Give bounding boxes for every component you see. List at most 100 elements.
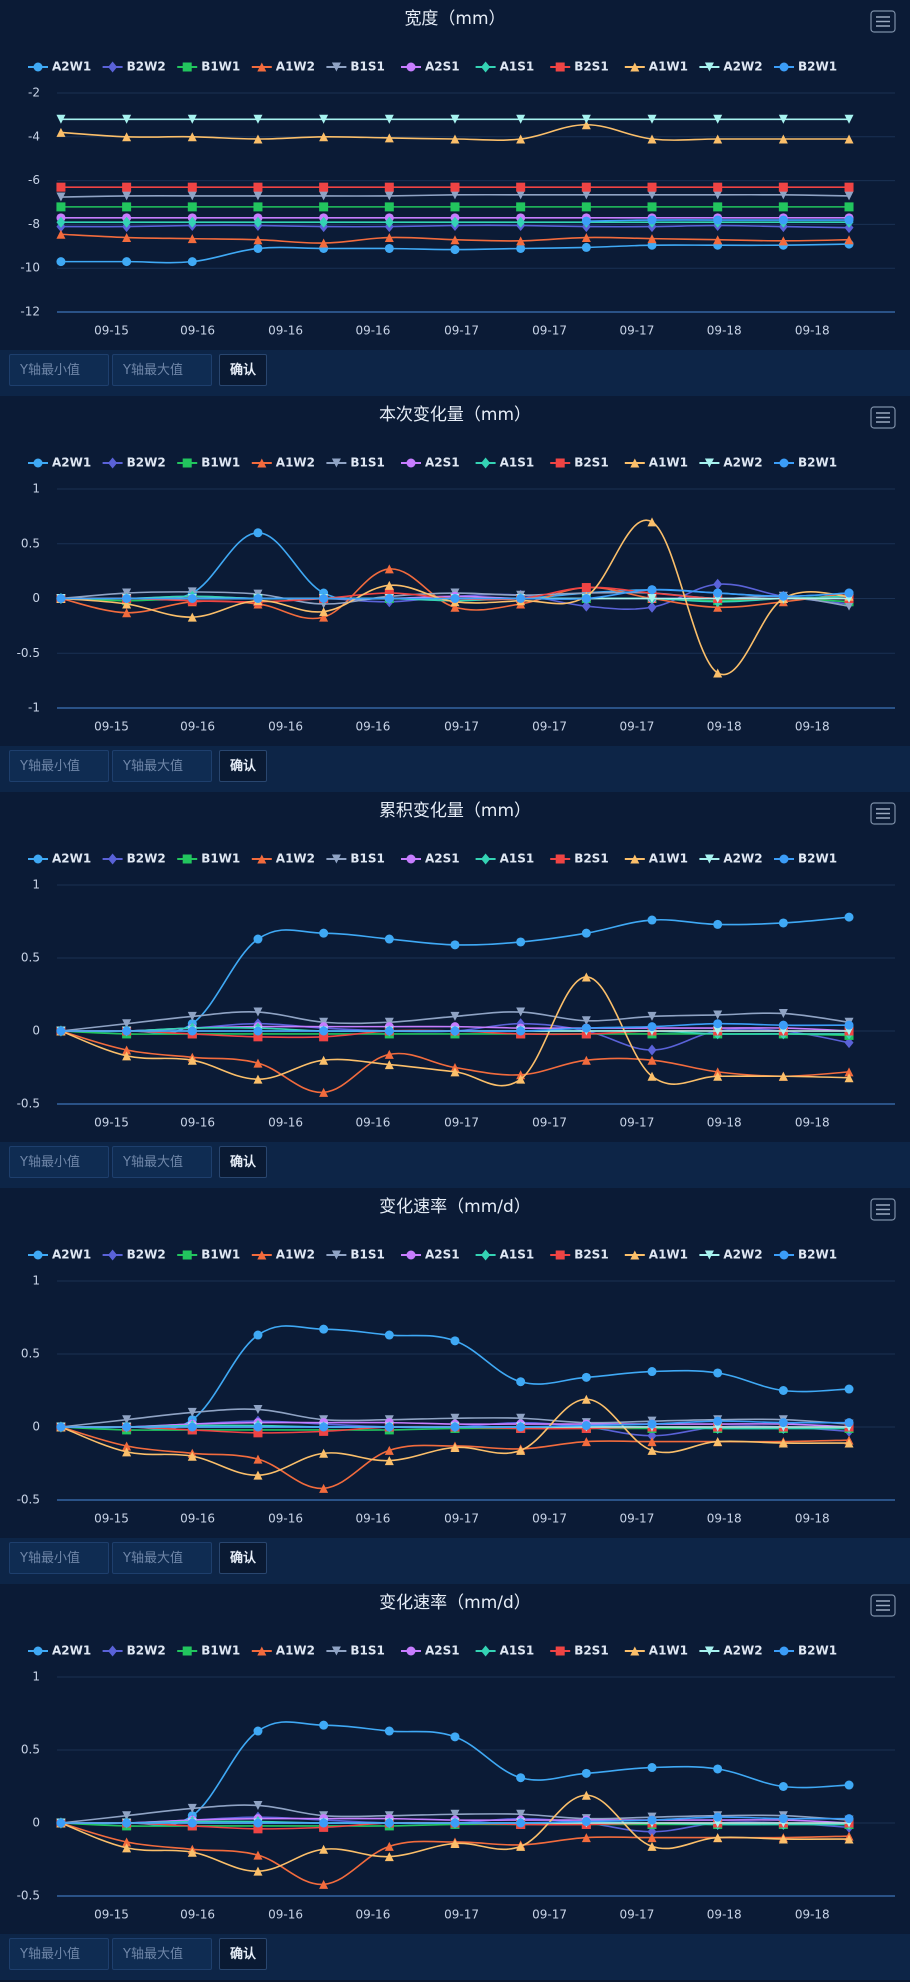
legend-item[interactable]: A2W1 (28, 852, 91, 866)
legend-item[interactable]: B1W1 (177, 1644, 240, 1658)
legend-item[interactable]: A2W2 (699, 1248, 763, 1262)
legend-item[interactable]: B1W1 (177, 852, 240, 866)
legend-item[interactable]: A1S1 (475, 456, 535, 470)
marker (778, 918, 788, 928)
legend-item[interactable]: A1W2 (251, 1248, 315, 1262)
legend-item[interactable]: B2S1 (550, 456, 609, 470)
legend-item[interactable]: B2W2 (102, 1644, 166, 1658)
x-tick-label: 09-17 (619, 324, 654, 338)
legend-item[interactable]: A2W1 (28, 456, 91, 470)
legend-item[interactable]: B2S1 (550, 1248, 609, 1262)
y-min-input[interactable]: Y轴最小值 (9, 354, 109, 386)
y-max-input[interactable]: Y轴最大值 (112, 1938, 212, 1970)
x-tick-label: 09-17 (532, 720, 567, 734)
chart: 累积变化量（mm） -0.5 0 0.5 1 09-15 09-16 09-16 09-16 09… (0, 792, 910, 1142)
legend-label: A2S1 (425, 60, 460, 74)
y-min-input[interactable]: Y轴最小值 (9, 1542, 109, 1574)
legend-item[interactable]: A1W1 (624, 1644, 688, 1658)
legend-item[interactable]: A1W2 (251, 60, 315, 74)
legend-item[interactable]: A1W1 (624, 852, 688, 866)
chart: 变化速率（mm/d） -0.5 0 0.5 1 09-15 09-16 09-16 09-16 0… (0, 1188, 910, 1538)
legend-item[interactable]: A2S1 (401, 456, 460, 470)
menu-button[interactable] (870, 10, 896, 33)
legend-item[interactable]: B1S1 (326, 1644, 385, 1658)
legend-item[interactable]: A1W1 (624, 60, 688, 74)
marker (257, 458, 267, 468)
legend-item[interactable]: B1S1 (326, 1248, 385, 1262)
legend-item[interactable]: B2S1 (550, 852, 609, 866)
confirm-button[interactable]: 确认 (219, 1938, 267, 1970)
legend-item[interactable]: B2S1 (550, 1644, 609, 1658)
legend-item[interactable]: B2S1 (550, 60, 609, 74)
legend-item[interactable]: A2W2 (699, 60, 763, 74)
legend-item[interactable]: A1S1 (475, 1644, 535, 1658)
legend-item[interactable]: A2W1 (28, 1248, 91, 1262)
legend-item[interactable]: B2W2 (102, 1248, 166, 1262)
legend-label: A1S1 (500, 1248, 535, 1262)
x-tick-label: 09-16 (355, 324, 390, 338)
confirm-button[interactable]: 确认 (219, 354, 267, 386)
legend-item[interactable]: B1W1 (177, 456, 240, 470)
legend-item[interactable]: B1W1 (177, 1248, 240, 1262)
marker (647, 1437, 657, 1447)
y-max-input[interactable]: Y轴最大值 (112, 750, 212, 782)
y-max-input[interactable]: Y轴最大值 (112, 354, 212, 386)
y-tick-label: -6 (28, 173, 40, 187)
y-min-input[interactable]: Y轴最小值 (9, 750, 109, 782)
y-min-input[interactable]: Y轴最小值 (9, 1146, 109, 1178)
legend-item[interactable]: A2W2 (699, 852, 763, 866)
confirm-button[interactable]: 确认 (219, 750, 267, 782)
legend-item[interactable]: B1S1 (326, 852, 385, 866)
legend-item[interactable]: A2W1 (28, 60, 91, 74)
marker (581, 1790, 591, 1800)
legend-item[interactable]: A1W1 (624, 1248, 688, 1262)
marker (384, 182, 394, 192)
legend-item[interactable]: A1W2 (251, 456, 315, 470)
y-min-input[interactable]: Y轴最小值 (9, 1938, 109, 1970)
marker (713, 215, 723, 225)
marker (713, 114, 723, 124)
x-tick-label: 09-16 (355, 720, 390, 734)
menu-button[interactable] (870, 406, 896, 429)
legend-item[interactable]: A2W2 (699, 456, 763, 470)
marker (713, 190, 723, 200)
legend-item[interactable]: B2W1 (774, 60, 837, 74)
legend-item[interactable]: A1S1 (475, 852, 535, 866)
legend-item[interactable]: A2S1 (401, 1248, 460, 1262)
marker (450, 602, 460, 612)
legend-label: A1W1 (649, 852, 688, 866)
x-tick-label: 09-18 (795, 1512, 830, 1526)
menu-button[interactable] (870, 1594, 896, 1617)
confirm-button[interactable]: 确认 (219, 1542, 267, 1574)
menu-button[interactable] (870, 802, 896, 825)
legend-item[interactable]: B1S1 (326, 456, 385, 470)
legend-item[interactable]: B1S1 (326, 60, 385, 74)
legend-item[interactable]: A2W2 (699, 1644, 763, 1658)
legend-item[interactable]: B2W2 (102, 852, 166, 866)
legend-item[interactable]: A1S1 (475, 1248, 535, 1262)
marker (253, 1800, 263, 1810)
legend-item[interactable]: A2S1 (401, 1644, 460, 1658)
legend-item[interactable]: A2S1 (401, 60, 460, 74)
legend-item[interactable]: B2W1 (774, 456, 837, 470)
legend-item[interactable]: B1W1 (177, 60, 240, 74)
marker (779, 1250, 789, 1260)
legend-item[interactable]: A1S1 (475, 60, 535, 74)
legend-item[interactable]: B2W2 (102, 60, 166, 74)
legend-item[interactable]: A2S1 (401, 852, 460, 866)
y-max-input[interactable]: Y轴最大值 (112, 1146, 212, 1178)
y-max-input[interactable]: Y轴最大值 (112, 1542, 212, 1574)
legend-label: A1S1 (500, 60, 535, 74)
menu-button[interactable] (870, 1198, 896, 1221)
legend-item[interactable]: A2W1 (28, 1644, 91, 1658)
legend-item[interactable]: B2W2 (102, 456, 166, 470)
marker (450, 1838, 460, 1848)
legend-item[interactable]: B2W1 (774, 1644, 837, 1658)
legend-item[interactable]: A1W1 (624, 456, 688, 470)
legend-item[interactable]: B2W1 (774, 1248, 837, 1262)
legend-item[interactable]: A1W2 (251, 1644, 315, 1658)
legend-item[interactable]: B2W1 (774, 852, 837, 866)
marker (555, 62, 565, 72)
confirm-button[interactable]: 确认 (219, 1146, 267, 1178)
legend-item[interactable]: A1W2 (251, 852, 315, 866)
